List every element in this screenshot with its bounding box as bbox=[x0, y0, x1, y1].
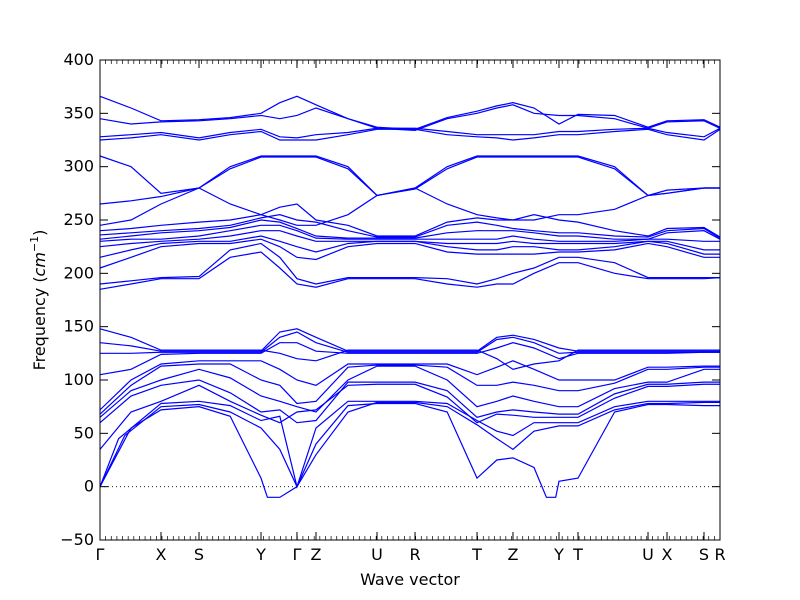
band-line-1 bbox=[99, 402, 720, 498]
x-tick-label: Z bbox=[507, 545, 518, 564]
x-tick-label: Z bbox=[311, 545, 322, 564]
band-line-7 bbox=[99, 363, 720, 415]
band-line-21 bbox=[99, 203, 721, 238]
band-line-22 bbox=[99, 155, 720, 226]
x-tick-label: R bbox=[714, 545, 725, 564]
y-tick-label: 0 bbox=[84, 477, 94, 496]
band-lines bbox=[99, 95, 721, 498]
band-line-4 bbox=[99, 383, 720, 450]
x-tick-label: X bbox=[156, 545, 167, 564]
band-line-16 bbox=[99, 235, 720, 258]
band-line-26 bbox=[99, 127, 721, 139]
band-line-9 bbox=[99, 342, 720, 376]
y-tick-label: −50 bbox=[60, 530, 94, 549]
y-axis-label-unit: cm bbox=[30, 252, 49, 276]
x-tick-label: Γ bbox=[293, 545, 302, 564]
y-axis-label: Frequency (cm−1) bbox=[28, 230, 49, 371]
x-tick-label: U bbox=[642, 545, 654, 564]
band-line-5 bbox=[99, 379, 720, 424]
band-line-23 bbox=[99, 156, 720, 205]
band-line-11 bbox=[99, 328, 720, 352]
y-tick-label: 200 bbox=[63, 263, 94, 282]
y-tick-label: 50 bbox=[74, 423, 94, 442]
y-tick-label: 350 bbox=[63, 103, 94, 122]
band-line-2 bbox=[99, 401, 720, 488]
y-axis-label-suffix: ) bbox=[30, 230, 49, 236]
x-tick-label: Y bbox=[255, 545, 266, 564]
band-line-10 bbox=[100, 331, 720, 354]
y-tick-label: 250 bbox=[63, 210, 94, 229]
band-line-27 bbox=[99, 104, 721, 132]
x-tick-label: Γ bbox=[96, 545, 105, 564]
x-tick-label: T bbox=[572, 545, 583, 564]
y-tick-label: 100 bbox=[63, 370, 94, 389]
band-line-18 bbox=[99, 224, 720, 242]
x-tick-label: X bbox=[662, 545, 673, 564]
plot-frame bbox=[99, 59, 721, 541]
band-line-19 bbox=[99, 219, 721, 240]
y-axis-ticks: −50 0 50 100 150 200 250 300 350 400 bbox=[60, 50, 720, 549]
x-tick-label: U bbox=[371, 545, 383, 564]
band-line-20 bbox=[99, 214, 721, 239]
y-tick-label: 300 bbox=[63, 157, 94, 176]
band-line-15 bbox=[99, 238, 720, 269]
minor-x-ticks bbox=[99, 60, 721, 540]
y-tick-label: 150 bbox=[63, 317, 94, 336]
band-line-28 bbox=[99, 95, 721, 130]
band-line-24 bbox=[99, 155, 720, 226]
y-axis-label-exponent: −1 bbox=[28, 236, 41, 252]
x-axis-label: Wave vector bbox=[360, 570, 460, 589]
band-line-12 bbox=[99, 328, 720, 370]
band-line-25 bbox=[99, 128, 721, 141]
y-axis-label-prefix: Frequency ( bbox=[30, 276, 49, 370]
band-line-6 bbox=[99, 365, 720, 418]
band-line-3 bbox=[99, 400, 720, 489]
band-line-13 bbox=[99, 251, 721, 290]
x-tick-label: R bbox=[409, 545, 420, 564]
x-tick-label: S bbox=[194, 545, 204, 564]
band-line-17 bbox=[99, 230, 720, 251]
band-line-8 bbox=[99, 360, 720, 411]
x-tick-label: S bbox=[699, 545, 709, 564]
x-tick-label: Y bbox=[553, 545, 564, 564]
band-line-14 bbox=[99, 242, 720, 285]
y-tick-label: 400 bbox=[63, 50, 94, 69]
x-tick-label: T bbox=[471, 545, 482, 564]
